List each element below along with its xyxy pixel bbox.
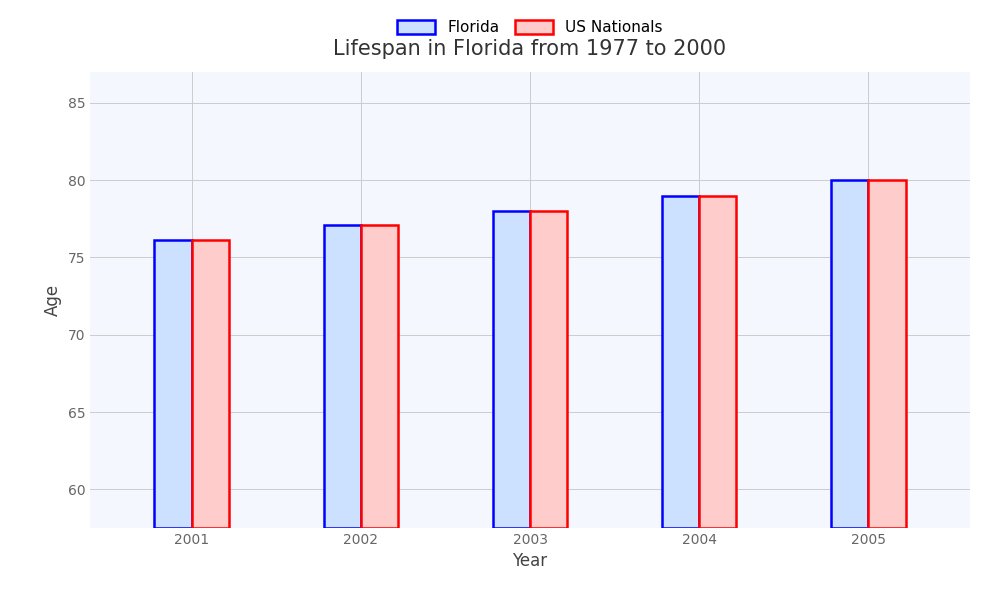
Bar	[662, 196, 699, 528]
Bar	[192, 241, 229, 528]
Bar	[831, 180, 868, 528]
Bar	[699, 196, 736, 528]
Bar	[530, 211, 567, 528]
Bar	[868, 180, 906, 528]
X-axis label: Year: Year	[512, 553, 548, 571]
Y-axis label: Age: Age	[44, 284, 62, 316]
Bar	[154, 241, 192, 528]
Bar	[493, 211, 530, 528]
Bar	[361, 225, 398, 528]
Bar	[324, 225, 361, 528]
Legend: Florida, US Nationals: Florida, US Nationals	[397, 20, 663, 35]
Title: Lifespan in Florida from 1977 to 2000: Lifespan in Florida from 1977 to 2000	[333, 40, 727, 59]
